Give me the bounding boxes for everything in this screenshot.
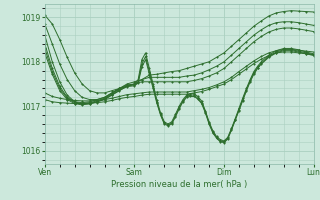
X-axis label: Pression niveau de la mer( hPa ): Pression niveau de la mer( hPa ) bbox=[111, 180, 247, 189]
